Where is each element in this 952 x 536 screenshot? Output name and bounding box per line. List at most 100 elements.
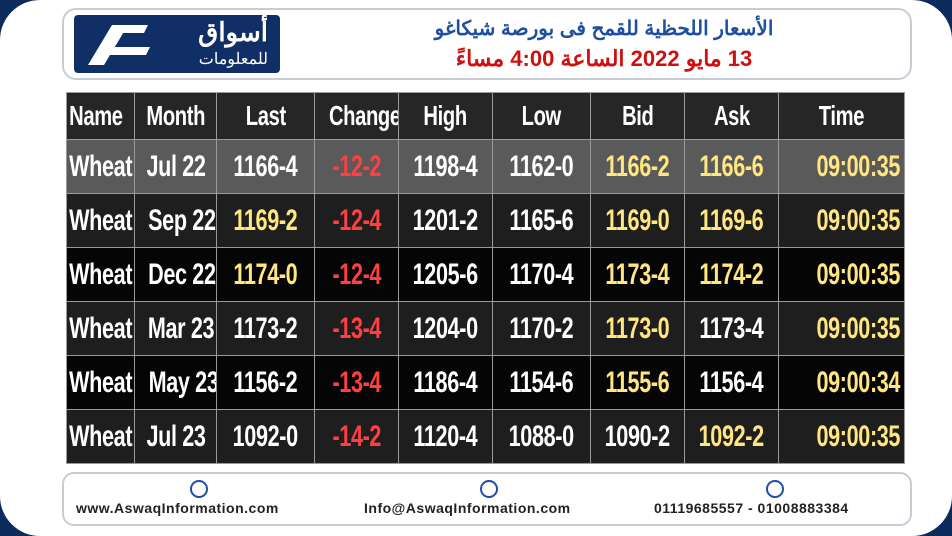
table-cell-text: 09:00:35	[816, 203, 900, 237]
column-header: Last	[216, 92, 315, 140]
column-header: Month	[134, 92, 217, 140]
table-row: Wheat Sep 22 1169-2 -12-4 1201-2 1165-6 1169-0…	[66, 193, 905, 248]
logo-subtext: للمعلومات	[198, 51, 268, 68]
table-cell-text: 1174-0	[233, 257, 298, 291]
table-cell: Wheat	[66, 301, 135, 356]
table-cell: 1170-4	[492, 247, 591, 302]
table-cell: -12-4	[314, 193, 399, 248]
table-cell: 1090-2	[590, 409, 685, 464]
table-cell: 1154-6	[492, 355, 591, 410]
column-header-text: Low	[521, 100, 562, 131]
phones: 01119685557 - 01008883384	[654, 500, 849, 516]
table-cell-text: 1169-0	[605, 203, 670, 237]
table-cell: Wheat	[66, 247, 135, 302]
column-header-text: Bid	[621, 100, 654, 131]
table-cell-text: 1169-6	[699, 203, 764, 237]
table-cell: 09:00:35	[778, 301, 905, 356]
column-header-text: Last	[245, 100, 286, 131]
table-cell: Mar 23	[134, 301, 217, 356]
table-cell-text: -14-2	[332, 419, 381, 453]
table-cell: 1174-0	[216, 247, 315, 302]
table-cell: 09:00:35	[778, 409, 905, 464]
table-cell: 1201-2	[398, 193, 493, 248]
logo-mark	[88, 25, 150, 65]
table-cell: 1166-2	[590, 139, 685, 194]
table-cell-text: Sep 22	[148, 203, 216, 237]
table-cell: 1156-4	[684, 355, 779, 410]
table-cell: Jul 22	[134, 139, 217, 194]
table-cell-text: -12-4	[332, 203, 381, 237]
table-cell-text: 1170-2	[509, 311, 574, 345]
table-cell: 1198-4	[398, 139, 493, 194]
table-cell: 1162-0	[492, 139, 591, 194]
table-cell-text: Mar 23	[147, 311, 215, 345]
table-cell-text: Wheat	[69, 149, 133, 183]
table-cell-text: 1092-2	[698, 419, 765, 453]
column-header: Low	[492, 92, 591, 140]
table-cell: -13-4	[314, 355, 399, 410]
phone-icon	[766, 480, 784, 498]
table-cell: 1170-2	[492, 301, 591, 356]
table-cell-text: 1156-4	[699, 365, 764, 399]
table-cell-text: 1162-0	[509, 149, 574, 183]
column-header: High	[398, 92, 493, 140]
table-cell: 1092-0	[216, 409, 315, 464]
table-row: Wheat Dec 22 1174-0 -12-4 1205-6 1170-4 1173-4…	[66, 247, 905, 302]
table-cell: 1169-0	[590, 193, 685, 248]
table-cell-text: 09:00:35	[816, 149, 900, 183]
table-cell-text: Wheat	[69, 257, 133, 291]
table-cell: Wheat	[66, 409, 135, 464]
website: www.AswaqInformation.com	[76, 500, 279, 516]
title: الأسعار اللحظية للقمح فى بورصة شيكاغو	[434, 18, 774, 40]
email: Info@AswaqInformation.com	[364, 500, 571, 516]
table-cell: 1205-6	[398, 247, 493, 302]
table-cell-text: 1204-0	[412, 311, 479, 345]
table-row: Wheat Jul 22 1166-4 -12-2 1198-4 1162-0 1166-2…	[66, 139, 905, 194]
table-cell-text: 1088-0	[508, 419, 575, 453]
table-cell-text: 1166-2	[605, 149, 670, 183]
column-header: Bid	[590, 92, 685, 140]
table-cell-text: 1170-4	[509, 257, 574, 291]
table-cell-text: -13-4	[332, 311, 381, 345]
table-cell: Dec 22	[134, 247, 217, 302]
table-cell-text: May 23	[148, 365, 217, 399]
table-cell: 1120-4	[398, 409, 493, 464]
table-cell-text: 1090-2	[604, 419, 671, 453]
table-cell: Wheat	[66, 139, 135, 194]
table-cell: 1204-0	[398, 301, 493, 356]
web-icon	[190, 480, 208, 498]
table-cell: 1173-0	[590, 301, 685, 356]
table-cell: 09:00:35	[778, 139, 905, 194]
table-cell-text: 1092-0	[232, 419, 299, 453]
column-header-text: High	[423, 100, 468, 131]
table-cell: 09:00:35	[778, 193, 905, 248]
table-row: Wheat May 23 1156-2 -13-4 1186-4 1154-6 1155-6…	[66, 355, 905, 410]
mail-icon	[480, 480, 498, 498]
table-cell-text: 1166-6	[699, 149, 764, 183]
table-cell-text: 1173-2	[233, 311, 298, 345]
table-cell-text: 1154-6	[509, 365, 574, 399]
logo-text: أسواق	[198, 17, 268, 47]
table-cell-text: Dec 22	[148, 257, 216, 291]
table-cell-text: Wheat	[69, 203, 133, 237]
table-cell-text: 1198-4	[413, 149, 478, 183]
table-cell: 1166-4	[216, 139, 315, 194]
column-header: Name	[66, 92, 135, 140]
subtitle: 13 مايو 2022 الساعة 4:00 مساءً	[455, 46, 753, 71]
table-cell-text: 1156-2	[233, 365, 298, 399]
table-cell: Jul 23	[134, 409, 217, 464]
table-cell: May 23	[134, 355, 217, 410]
table-cell-text: Jul 22	[146, 149, 206, 183]
table-cell-text: 1166-4	[233, 149, 298, 183]
table-cell-text: 09:00:34	[816, 365, 900, 399]
header: أسواق للمعلومات الأسعار اللحظية للقمح فى…	[62, 8, 912, 80]
table-cell-text: 09:00:35	[816, 419, 900, 453]
table-cell: 1092-2	[684, 409, 779, 464]
table-cell-text: 1120-4	[413, 419, 478, 453]
table-cell: -12-4	[314, 247, 399, 302]
table-cell-text: 1173-0	[605, 311, 670, 345]
table-cell: 1173-2	[216, 301, 315, 356]
table-cell-text: 1155-6	[605, 365, 670, 399]
table-cell: Sep 22	[134, 193, 217, 248]
